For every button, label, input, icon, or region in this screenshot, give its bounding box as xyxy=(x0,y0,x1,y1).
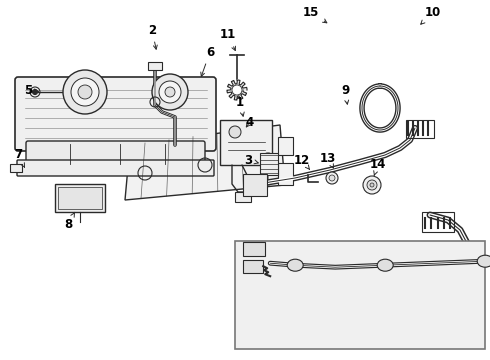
Circle shape xyxy=(32,90,38,94)
Circle shape xyxy=(71,78,99,106)
Bar xyxy=(278,137,293,155)
Text: 2: 2 xyxy=(148,23,157,49)
Circle shape xyxy=(229,126,241,138)
Text: 13: 13 xyxy=(320,152,336,168)
Text: 10: 10 xyxy=(421,5,441,24)
Text: 3: 3 xyxy=(244,153,258,166)
Text: 15: 15 xyxy=(303,5,327,23)
Bar xyxy=(255,322,277,340)
FancyBboxPatch shape xyxy=(15,77,216,151)
FancyBboxPatch shape xyxy=(17,160,214,176)
Bar xyxy=(278,163,293,185)
Polygon shape xyxy=(125,125,285,200)
Text: 4: 4 xyxy=(246,116,254,129)
Text: 5: 5 xyxy=(24,84,38,96)
Circle shape xyxy=(363,176,381,194)
Bar xyxy=(10,164,22,172)
Circle shape xyxy=(78,85,92,99)
Bar xyxy=(243,174,267,196)
Circle shape xyxy=(370,183,374,187)
Circle shape xyxy=(232,85,242,95)
Bar xyxy=(260,153,278,175)
Text: 11: 11 xyxy=(220,28,236,50)
Text: 8: 8 xyxy=(64,212,75,230)
Bar xyxy=(55,184,105,212)
Bar xyxy=(235,241,485,349)
Circle shape xyxy=(159,81,181,103)
Circle shape xyxy=(152,74,188,110)
Bar xyxy=(220,120,272,165)
Bar xyxy=(243,242,265,256)
FancyBboxPatch shape xyxy=(26,141,205,167)
Bar xyxy=(373,322,393,332)
Polygon shape xyxy=(227,80,247,100)
Text: 1: 1 xyxy=(236,95,244,116)
Bar xyxy=(406,120,434,138)
Ellipse shape xyxy=(377,259,393,271)
Text: 14: 14 xyxy=(370,158,386,176)
Bar xyxy=(148,62,162,70)
Text: 9: 9 xyxy=(341,84,349,104)
Circle shape xyxy=(63,70,107,114)
Circle shape xyxy=(329,175,335,181)
Text: 12: 12 xyxy=(294,153,310,170)
Circle shape xyxy=(367,180,377,190)
Text: 6: 6 xyxy=(201,45,214,76)
Ellipse shape xyxy=(287,259,303,271)
Bar xyxy=(243,260,263,273)
Bar xyxy=(422,212,454,232)
Text: 7: 7 xyxy=(14,148,24,167)
Circle shape xyxy=(165,87,175,97)
Bar xyxy=(235,192,251,202)
Circle shape xyxy=(326,172,338,184)
Bar xyxy=(58,187,102,209)
Ellipse shape xyxy=(477,255,490,267)
